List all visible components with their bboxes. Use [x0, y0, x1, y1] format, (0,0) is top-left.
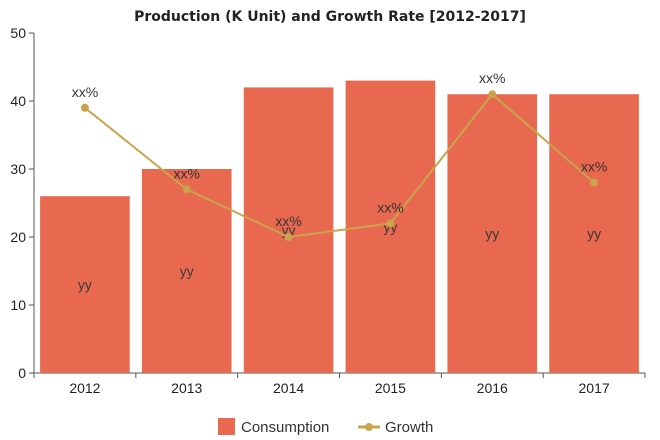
x-tick-label: 2012 [69, 380, 100, 396]
growth-data-label: xx% [72, 84, 98, 100]
chart-title: Production (K Unit) and Growth Rate [201… [134, 9, 526, 25]
growth-data-label: xx% [174, 165, 200, 181]
x-tick-label: 2017 [579, 380, 610, 396]
x-tick-label: 2013 [171, 380, 202, 396]
legend-swatch-consumption [218, 418, 235, 435]
y-tick-label: 10 [10, 297, 26, 313]
y-tick-label: 0 [18, 365, 26, 381]
growth-point [182, 185, 191, 194]
bar-consumption [40, 196, 130, 373]
x-tick-label: 2015 [375, 380, 406, 396]
legend: Consumption Growth [218, 418, 433, 436]
bar-data-label: yy [485, 226, 499, 242]
y-tick-label: 20 [10, 229, 26, 245]
growth-data-label: xx% [581, 159, 607, 175]
growth-point [80, 103, 89, 112]
x-axis: 2012 2013 2014 2015 2016 2017 [33, 372, 646, 396]
bar-data-label: yy [180, 263, 194, 279]
bar-series: yyyyyyyyyyyy [40, 80, 639, 374]
growth-data-label: xx% [377, 199, 403, 215]
line-series: xx% xx% xx% xx% xx% xx% [72, 70, 607, 241]
legend-label-consumption: Consumption [241, 419, 329, 436]
bar-consumption [243, 87, 334, 374]
bar-data-label: yy [282, 222, 296, 238]
y-tick-label: 30 [10, 161, 26, 177]
x-tick-label: 2016 [477, 380, 508, 396]
x-tick-label: 2014 [273, 380, 304, 396]
growth-point [488, 90, 497, 99]
growth-point [386, 219, 395, 228]
y-tick-label: 50 [10, 25, 26, 41]
legend-marker-growth [365, 423, 373, 431]
bar-data-label: yy [78, 277, 92, 293]
growth-point [284, 233, 293, 241]
y-axis: 0 10 20 30 40 50 [10, 25, 35, 381]
growth-line [84, 92, 595, 239]
growth-data-label: xx% [275, 213, 301, 229]
y-tick-label: 40 [10, 93, 26, 109]
bar-data-label: yy [587, 226, 601, 242]
growth-point [590, 178, 599, 187]
bar-consumption [549, 94, 639, 373]
legend-label-growth: Growth [385, 419, 433, 436]
growth-data-label: xx% [479, 70, 505, 86]
bar-consumption [447, 94, 538, 373]
